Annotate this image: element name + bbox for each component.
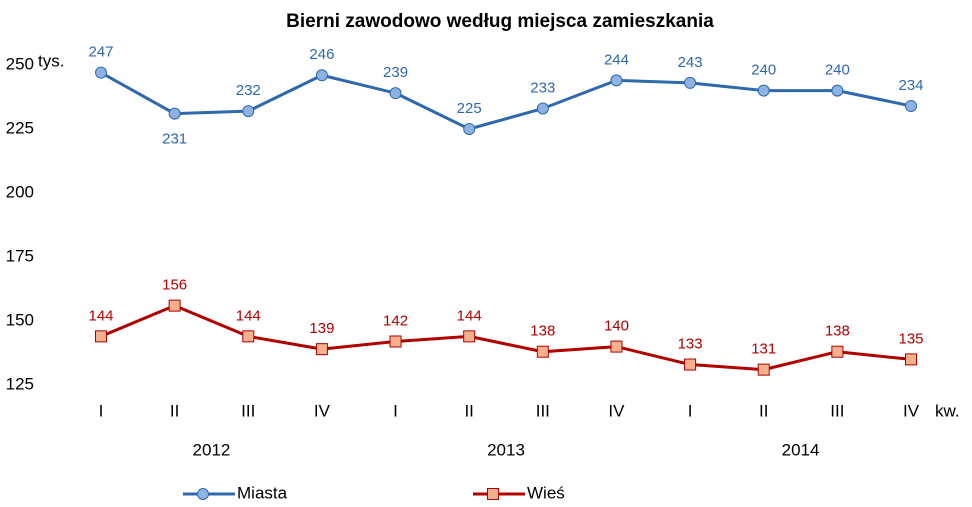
data-label: 244 — [604, 51, 629, 68]
data-point — [684, 358, 697, 371]
x-tick-label: I — [688, 401, 693, 420]
x-tick-label: III — [536, 401, 550, 420]
data-point — [610, 340, 623, 353]
data-point — [831, 84, 844, 97]
data-label: 138 — [825, 323, 850, 340]
data-label: 232 — [236, 82, 261, 99]
data-label: 156 — [162, 277, 187, 294]
y-tick-label: 225 — [6, 118, 34, 137]
y-tick-label: 125 — [6, 374, 34, 393]
data-label: 135 — [898, 330, 923, 347]
x-tick-label: II — [759, 401, 768, 420]
data-point — [95, 330, 107, 343]
data-point — [757, 84, 770, 97]
series-line — [100, 71, 912, 131]
y-tick-label: 200 — [6, 182, 34, 201]
data-point — [242, 105, 255, 118]
data-point — [463, 330, 476, 343]
data-label: 144 — [457, 307, 482, 324]
data-point — [168, 107, 181, 120]
legend-label: Miasta — [237, 483, 288, 502]
data-point — [168, 299, 181, 312]
data-label: 240 — [751, 62, 776, 79]
x-tick-label: IV — [608, 401, 625, 420]
data-point — [315, 343, 328, 356]
data-label: 138 — [530, 323, 555, 340]
y-tick-label: 175 — [6, 246, 34, 265]
x-unit: kw. — [935, 401, 960, 420]
x-tick-label: IV — [903, 401, 920, 420]
x-tick-label: IV — [314, 401, 331, 420]
data-label: 239 — [383, 64, 408, 81]
data-point — [610, 74, 623, 87]
data-point — [315, 69, 328, 82]
x-tick-label: I — [99, 401, 104, 420]
x-tick-label: II — [170, 401, 179, 420]
chart-title: Bierni zawodowo według miejsca zamieszka… — [286, 11, 714, 32]
y-unit: tys. — [38, 51, 64, 70]
data-label: 139 — [309, 320, 334, 337]
data-point — [905, 353, 917, 366]
data-label: 231 — [162, 131, 187, 148]
data-label: 142 — [383, 312, 408, 329]
x-group-label: 2012 — [193, 440, 231, 459]
series-line — [100, 304, 912, 372]
data-label: 133 — [678, 335, 703, 352]
data-label: 240 — [825, 62, 850, 79]
data-label: 140 — [604, 318, 629, 335]
data-point — [757, 363, 770, 376]
data-label: 233 — [530, 79, 555, 96]
data-point — [463, 123, 476, 135]
y-tick-label: 150 — [6, 310, 34, 329]
data-point — [389, 335, 402, 348]
data-point — [536, 102, 549, 115]
data-label: 144 — [236, 307, 261, 324]
legend-marker — [197, 488, 209, 500]
data-point — [684, 76, 697, 89]
x-group-label: 2014 — [782, 440, 820, 459]
x-tick-label: III — [241, 401, 255, 420]
data-point — [242, 330, 255, 343]
data-label: 243 — [678, 54, 703, 71]
x-group-label: 2013 — [487, 440, 525, 459]
data-label: 144 — [88, 307, 113, 324]
data-label: 234 — [898, 77, 923, 94]
x-tick-label: II — [464, 401, 473, 420]
data-point — [831, 345, 844, 358]
legend-marker — [487, 488, 499, 500]
data-label: 225 — [457, 100, 482, 117]
data-label: 247 — [88, 44, 113, 61]
data-point — [389, 87, 402, 100]
y-tick-label: 250 — [6, 54, 34, 73]
legend-label: Wieś — [527, 483, 565, 502]
x-tick-label: III — [830, 401, 844, 420]
data-point — [905, 99, 917, 112]
x-tick-label: I — [393, 401, 398, 420]
data-point — [95, 66, 107, 79]
data-label: 246 — [309, 46, 334, 63]
data-label: 131 — [751, 341, 776, 358]
data-point — [536, 345, 549, 358]
